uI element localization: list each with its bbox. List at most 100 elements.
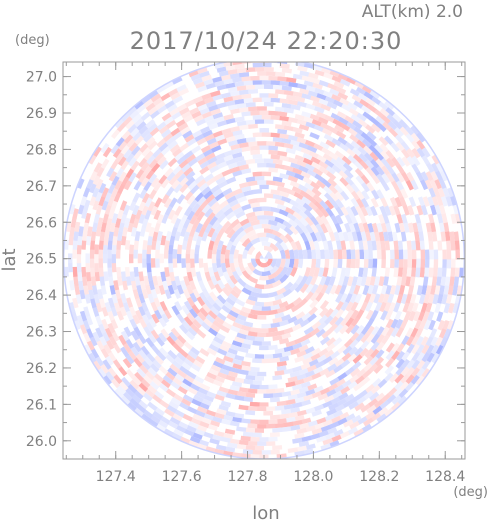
radar-cell [350,324,360,335]
radar-cell [206,118,217,127]
radar-cell [192,77,204,85]
radar-cell [401,351,411,362]
radar-cell [247,370,258,377]
radar-cell [111,262,117,273]
radar-cell [277,76,288,82]
radar-cell [325,207,335,218]
radar-cell [313,124,325,133]
radar-cell [405,276,411,287]
radar-cell [293,249,299,259]
radar-cell [411,147,421,159]
radar-cell [358,240,364,251]
radar-cell [313,200,324,211]
radar-cell [117,155,127,167]
radar-cell [100,284,107,295]
radar-cell [167,420,179,429]
radar-cell [203,394,215,403]
radar-cell [256,424,267,429]
radar-cell [374,143,384,154]
radar-cell [98,248,104,259]
radar-cell [186,405,198,415]
radar-cell [103,343,112,355]
radar-cell [275,106,286,113]
radar-cell [395,366,405,377]
radar-cell [150,301,159,312]
radar-cell [252,380,262,385]
radar-cell [360,276,367,287]
radar-cell [150,344,161,355]
radar-cell [213,336,224,345]
y-tick-label: 26.2 [26,361,57,377]
radar-cell [105,339,115,350]
radar-cell [249,366,260,372]
radar-cell [364,384,375,394]
radar-cell [124,387,135,398]
radar-cell [204,271,212,282]
radar-cell [125,353,135,365]
radar-cell [273,235,284,245]
radar-cell [321,127,333,137]
radar-cell [296,409,307,417]
radar-cell [355,309,365,320]
radar-cell [412,222,419,233]
radar-cell [204,114,215,123]
radar-cell [163,132,174,142]
radar-cell [333,323,344,334]
radar-cell [362,285,370,296]
radar-cell [165,136,176,146]
radar-cell [259,75,270,81]
radar-cell [261,171,272,177]
radar-cell [137,349,148,360]
radar-cell [123,148,133,159]
radar-cell [90,275,97,286]
radar-cell [164,99,176,109]
radar-cell [111,244,117,255]
radar-cell [272,229,283,238]
radar-cell [292,297,303,307]
radar-cell [164,267,170,278]
radar-cell [436,311,444,322]
radar-cell [230,306,241,315]
radar-cell [205,313,216,324]
radar-cell [279,98,290,104]
radar-cell [298,124,310,132]
radar-cell [245,409,256,416]
radar-cell [233,412,245,419]
radar-cell [341,155,352,166]
radar-cell [359,347,369,358]
radar-cell [336,111,348,120]
radar-cell [194,244,201,255]
radar-cell [325,337,336,347]
radar-cell [232,285,243,295]
radar-cell [211,262,218,273]
radar-cell [415,240,421,251]
radar-cell [72,266,78,277]
radar-cell [133,239,140,250]
radar-cell [420,258,426,269]
radar-cell [259,293,269,298]
radar-cell [234,81,245,87]
radar-cell [141,360,151,371]
radar-cell [376,173,386,184]
radar-cell [238,346,249,354]
radar-cell [186,137,197,147]
radar-cell [142,240,148,250]
radar-cell [305,139,316,148]
radar-cell [409,276,416,287]
radar-cell [72,239,78,250]
radar-cell [118,334,127,346]
radar-cell [266,71,277,77]
radar-cell [144,388,155,398]
radar-cell [242,338,254,345]
radar-cell [92,199,100,211]
radar-cell [195,271,203,282]
radar-cell [129,127,140,138]
radar-cell [259,328,269,333]
radar-cell [283,281,294,292]
radar-cell [104,355,114,366]
radar-cell [397,267,404,278]
radar-cell [337,73,349,82]
radar-cell [250,149,260,156]
radar-cell [89,170,98,181]
radar-cell [300,232,309,243]
